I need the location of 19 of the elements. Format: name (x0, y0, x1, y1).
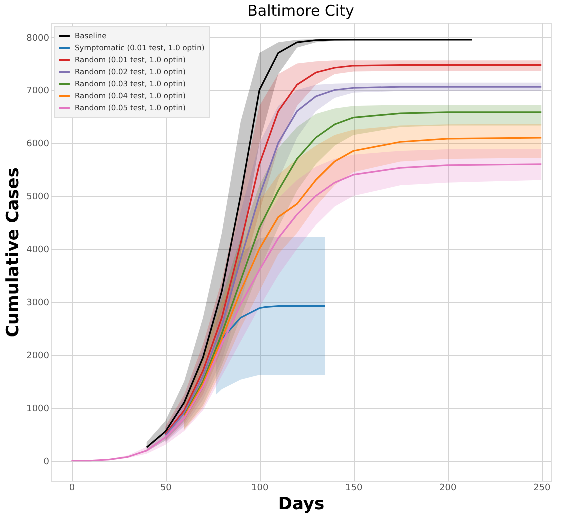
y-tick-label: 7000 (26, 86, 50, 97)
line-series (216, 305, 326, 348)
y-axis-title: Cumulative Cases (4, 168, 24, 338)
x-tick-label: 0 (69, 484, 76, 494)
y-tick-label: 1000 (26, 404, 50, 414)
y-tick-label: 3000 (26, 298, 50, 309)
x-tick-label: 50 (160, 484, 172, 494)
y-tick-label: 6000 (26, 140, 50, 150)
x-tick-label: 100 (252, 484, 270, 494)
x-tick-label: 150 (346, 484, 363, 494)
y-tick-label: 0 (44, 457, 50, 468)
x-axis-title: Days (278, 494, 325, 514)
x-tick-label: 200 (440, 484, 457, 494)
chart-title: Baltimore City (248, 2, 354, 20)
y-tick-label: 8000 (26, 34, 50, 44)
x-tick-label: 250 (534, 484, 551, 494)
y-tick-label: 5000 (26, 192, 50, 203)
y-tick-label: 2000 (26, 351, 50, 362)
y-tick-label: 4000 (26, 246, 50, 256)
